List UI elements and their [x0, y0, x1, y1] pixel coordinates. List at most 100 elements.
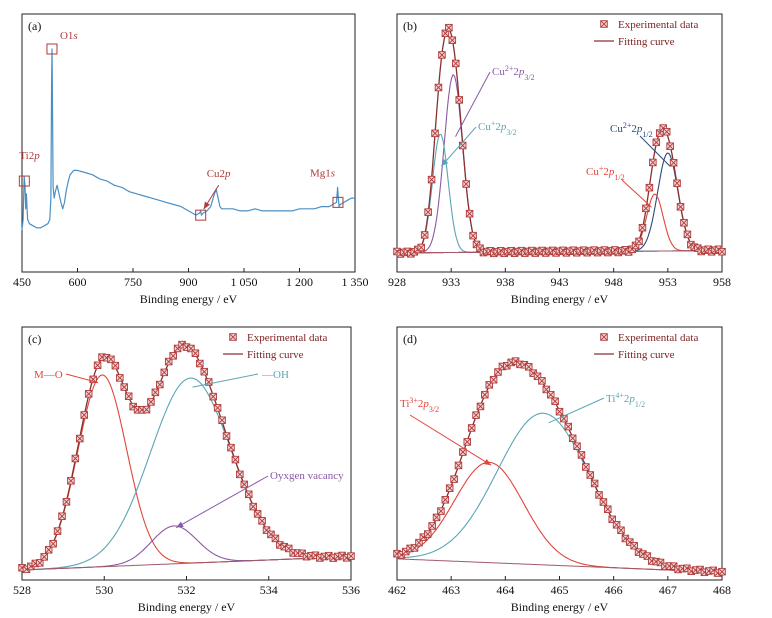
panel-b-data-point — [445, 23, 453, 32]
panel-b-xtick-label: 933 — [442, 275, 460, 289]
panel-c-data-point — [271, 534, 280, 543]
panel-c-data-point — [244, 490, 253, 499]
panel-d-annot-ti3-arrow-head — [483, 458, 492, 466]
panel-d-data-point — [630, 541, 638, 550]
panel-b-data-point — [649, 158, 657, 167]
panel-c-data-point — [120, 383, 129, 391]
panel-a-xlabel: Binding energy / eV — [140, 292, 238, 306]
panel-d-data-point — [595, 491, 603, 499]
panel-d-data-point — [538, 377, 546, 385]
panel-a-xtick-label: 600 — [69, 275, 87, 289]
panel-b-data-point — [638, 223, 647, 232]
panel-c-data-point — [231, 455, 240, 464]
panel-d-xlabel: Binding energy / eV — [511, 600, 609, 614]
panel-b-data-point — [462, 180, 470, 188]
panel-b-data-point — [438, 51, 446, 59]
panel-c-data-point — [142, 405, 151, 414]
panel-b-data-point — [448, 36, 457, 44]
panel-c-annot-oh-line — [192, 373, 259, 388]
panel-c-data-point — [209, 392, 217, 401]
panel-d-fitting-curve — [396, 361, 723, 573]
panel-d-data-point — [472, 411, 480, 419]
panel-d-data-point — [467, 424, 476, 432]
panel-c-xlabel: Binding energy / eV — [138, 600, 236, 614]
panel-c-data-point — [93, 361, 102, 370]
panel-b-data-point — [669, 158, 678, 167]
panel-b-data-point — [431, 129, 439, 138]
panel-c-data-point — [40, 553, 48, 561]
panel-d-data-point — [481, 390, 489, 399]
panel-a-frame — [21, 13, 356, 273]
panel-b-data-point — [455, 96, 463, 104]
panel-c-data-point — [169, 352, 177, 360]
panel-c-data-point — [67, 477, 75, 485]
panel-c-background-line — [21, 556, 352, 571]
panel-b-data-point — [642, 204, 650, 213]
panel-b-annot-cu-2p12: Cu+2p1/2 — [586, 164, 625, 182]
panel-b-data-point — [666, 142, 674, 150]
panel-d-data-point — [454, 461, 463, 470]
panel-b-data-point — [427, 175, 436, 184]
panel-d-data-point — [604, 505, 612, 514]
panel-c-data-point — [249, 502, 257, 511]
panel-c-legend-label: Fitting curve — [247, 349, 304, 361]
panel-d-legend-label: Fitting curve — [618, 349, 675, 361]
panel-c-frame — [21, 326, 352, 581]
panel-c-xtick-label: 536 — [342, 583, 360, 597]
panel-b-xtick-label: 928 — [388, 275, 406, 289]
panel-c-data-point — [62, 498, 71, 506]
panel-a-o1s-box — [46, 43, 58, 55]
panel-d-xtick-label: 463 — [442, 583, 460, 597]
panel-b-data-point — [718, 247, 726, 256]
panel-d-xtick-label: 465 — [551, 583, 569, 597]
panel-c-data-point — [147, 398, 155, 406]
panel-c-data-point — [160, 368, 169, 377]
panel-a-xtick-label: 900 — [180, 275, 198, 289]
panel-a-xtick-label: 750 — [124, 275, 142, 289]
panel-c-data-point — [151, 388, 160, 397]
panel-b-data-point — [676, 203, 685, 211]
panel-b-xtick-label: 938 — [496, 275, 514, 289]
panel-d-data-point — [568, 434, 577, 443]
panel-b-xtick-label: 958 — [713, 275, 731, 289]
panel-c-legend-marker — [229, 333, 237, 341]
panel-b-legend-label: Fitting curve — [618, 36, 675, 48]
panel-d-panel-label: (d) — [403, 332, 417, 346]
panel-b-legend-marker — [600, 20, 608, 28]
panel-c-data-point — [49, 539, 57, 548]
panel-d-data-point — [590, 479, 599, 488]
panel-c-annot-vacancy: Oyxgen vacancy — [270, 470, 344, 482]
panel-d-data-point — [582, 463, 590, 471]
panel-c-data-point — [107, 355, 115, 364]
panel-d-data-point — [489, 375, 498, 384]
panel-d-data-point — [573, 442, 581, 450]
panel-c-data-point — [111, 361, 120, 370]
panel-d-xtick-label: 467 — [659, 583, 677, 597]
panel-d-data-point — [428, 522, 436, 530]
panel-c-annot-vacancy-arrow-head — [176, 521, 184, 528]
panel-c-panel-label: (c) — [28, 332, 41, 346]
panel-b-annot-cu2-2p12-line — [639, 135, 671, 167]
panel-c-data-point — [240, 480, 249, 489]
panel-d-data-point — [564, 422, 573, 431]
panel-d-legend-marker — [600, 333, 608, 341]
panel-b-xlabel: Binding energy / eV — [511, 292, 609, 306]
panel-c-data-point — [191, 349, 200, 357]
panel-d-annot-ti4-line — [548, 397, 605, 424]
panel-b-peak-line — [397, 193, 722, 254]
panel-d-annot-ti4: Ti4+2p1/2 — [606, 391, 645, 409]
panel-c-annot-vacancy-arrow — [175, 475, 269, 529]
panel-c-data-point — [200, 367, 209, 376]
panel-b-data-point — [434, 83, 443, 92]
panel-c-annot-mo: M—O — [34, 369, 63, 381]
panel-b-peak-line — [397, 133, 722, 254]
panel-b-annot-cu2-2p32-line — [455, 71, 491, 137]
panel-a-cu2p-arrow-head — [203, 201, 210, 210]
panel-c-data-point — [156, 380, 164, 389]
panel-c-annot-mo-line — [65, 373, 99, 384]
panel-c-data-point — [227, 443, 235, 452]
panel-d-data-point — [586, 471, 594, 479]
panel-b-data-point — [465, 209, 474, 218]
panel-d-peak-line — [396, 461, 722, 573]
